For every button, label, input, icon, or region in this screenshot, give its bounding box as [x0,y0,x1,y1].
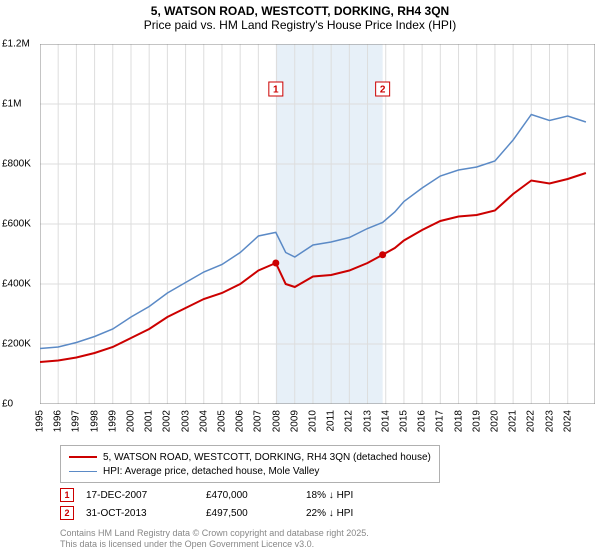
sale-date: 17-DEC-2007 [86,490,206,501]
y-tick-label: £600K [2,219,31,230]
y-tick-label: £400K [2,279,31,290]
svg-text:1: 1 [273,85,279,96]
x-tick-label: 2009 [289,410,300,432]
sale-marker-1: 1 [60,488,74,502]
footer-line-1: Contains HM Land Registry data © Crown c… [60,528,369,539]
sale-diff: 18% ↓ HPI [306,490,353,501]
legend: 5, WATSON ROAD, WESTCOTT, DORKING, RH4 3… [60,445,440,483]
legend-label: HPI: Average price, detached house, Mole… [103,466,319,477]
y-tick-label: £1.2M [2,39,30,50]
x-tick-label: 2017 [435,410,446,432]
plot-area: 12 [40,44,595,404]
table-row: 1 17-DEC-2007 £470,000 18% ↓ HPI [60,486,353,504]
sale-diff: 22% ↓ HPI [306,508,353,519]
x-tick-label: 1999 [107,410,118,432]
x-tick-label: 2006 [235,410,246,432]
table-row: 2 31-OCT-2013 £497,500 22% ↓ HPI [60,504,353,522]
x-tick-label: 1998 [89,410,100,432]
svg-text:2: 2 [380,85,386,96]
sales-table: 1 17-DEC-2007 £470,000 18% ↓ HPI 2 31-OC… [60,486,353,522]
x-tick-label: 2022 [526,410,537,432]
y-tick-label: £800K [2,159,31,170]
title-line-2: Price paid vs. HM Land Registry's House … [0,18,600,32]
legend-item: HPI: Average price, detached house, Mole… [69,464,431,478]
x-tick-label: 2001 [144,410,155,432]
x-tick-label: 2003 [180,410,191,432]
x-tick-label: 2000 [125,410,136,432]
legend-label: 5, WATSON ROAD, WESTCOTT, DORKING, RH4 3… [103,452,431,463]
title-line-1: 5, WATSON ROAD, WESTCOTT, DORKING, RH4 3… [0,4,600,18]
x-tick-label: 2010 [307,410,318,432]
y-tick-label: £200K [2,339,31,350]
footer-line-2: This data is licensed under the Open Gov… [60,539,369,550]
x-tick-label: 2023 [544,410,555,432]
sale-marker-2: 2 [60,506,74,520]
x-tick-label: 2005 [216,410,227,432]
x-tick-label: 1997 [71,410,82,432]
legend-item: 5, WATSON ROAD, WESTCOTT, DORKING, RH4 3… [69,450,431,464]
legend-swatch [69,471,97,472]
x-tick-label: 2019 [471,410,482,432]
x-tick-label: 2002 [162,410,173,432]
x-tick-label: 2016 [417,410,428,432]
chart-container: 5, WATSON ROAD, WESTCOTT, DORKING, RH4 3… [0,0,600,560]
x-tick-label: 2011 [326,410,337,432]
x-tick-label: 2014 [380,410,391,432]
sale-date: 31-OCT-2013 [86,508,206,519]
chart-svg: 12 [40,44,595,404]
y-tick-label: £0 [2,399,13,410]
x-tick-label: 1995 [35,410,46,432]
x-tick-label: 2013 [362,410,373,432]
x-tick-label: 2020 [489,410,500,432]
sale-price: £497,500 [206,508,306,519]
x-tick-label: 2008 [271,410,282,432]
x-tick-label: 2024 [562,410,573,432]
legend-swatch [69,456,97,458]
x-tick-label: 2021 [508,410,519,432]
x-tick-label: 2012 [344,410,355,432]
title-block: 5, WATSON ROAD, WESTCOTT, DORKING, RH4 3… [0,0,600,32]
footer: Contains HM Land Registry data © Crown c… [60,528,369,551]
x-tick-label: 2004 [198,410,209,432]
x-tick-label: 2018 [453,410,464,432]
x-tick-label: 2007 [253,410,264,432]
y-tick-label: £1M [2,99,21,110]
x-tick-label: 1996 [53,410,64,432]
sale-price: £470,000 [206,490,306,501]
x-tick-label: 2015 [398,410,409,432]
